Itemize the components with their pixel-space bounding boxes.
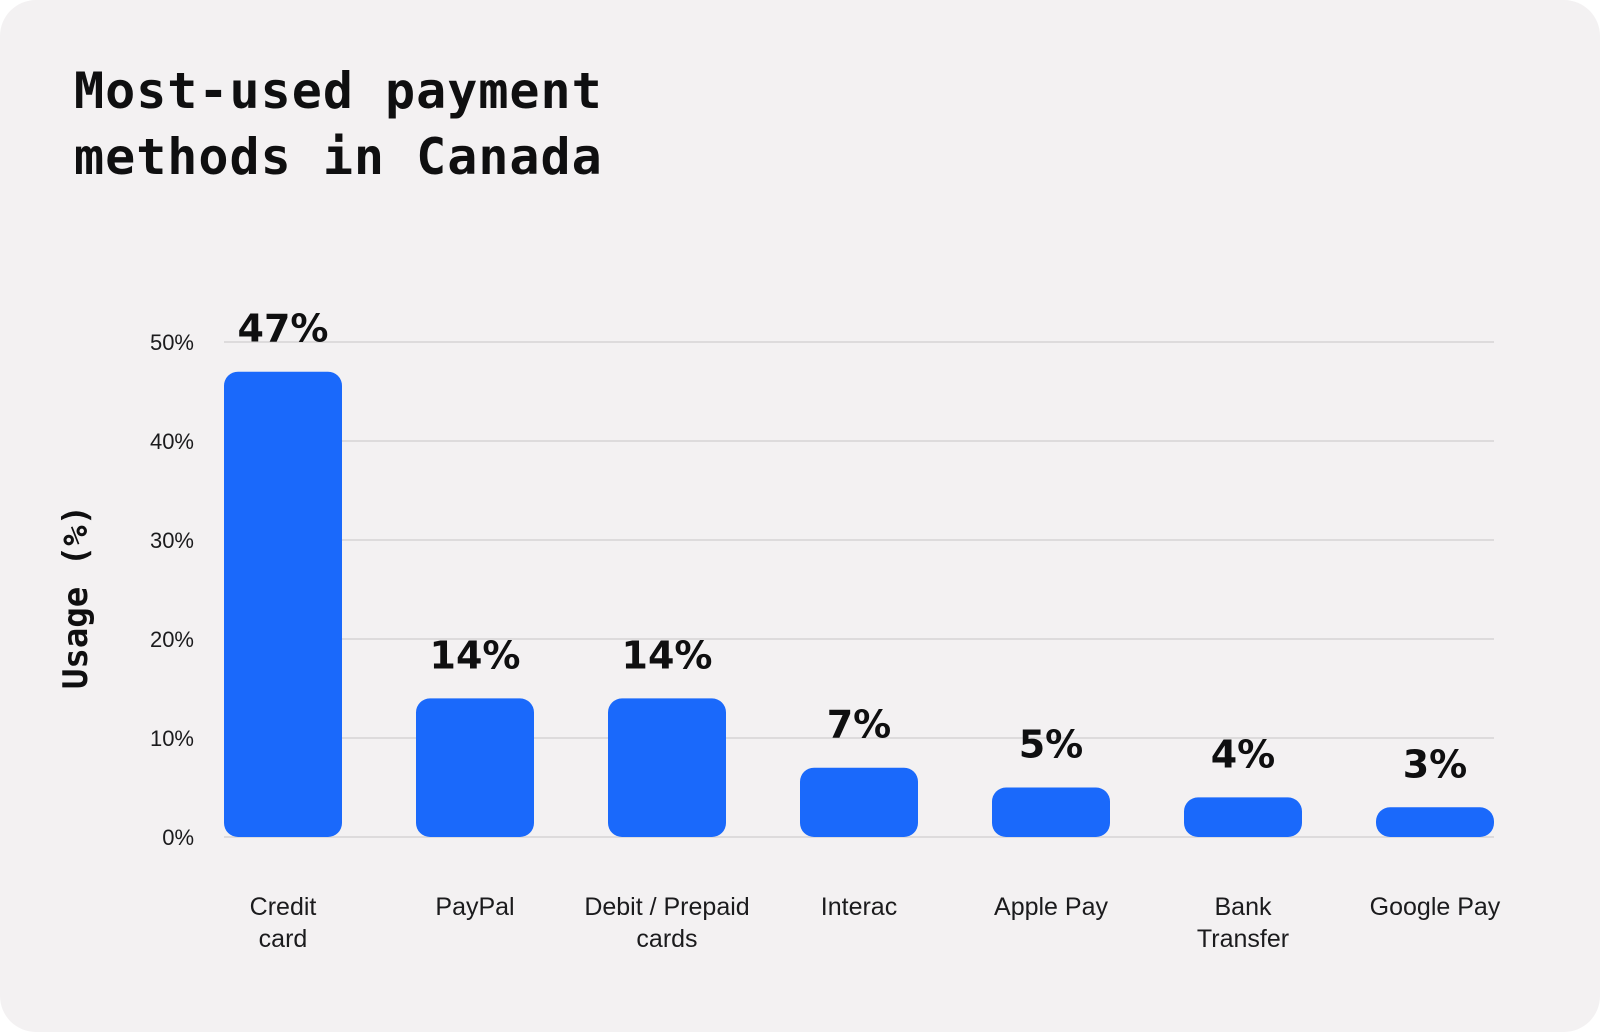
- x-tick-label: Interac: [821, 893, 897, 921]
- data-label: 7%: [827, 703, 892, 747]
- data-label: 4%: [1211, 732, 1276, 776]
- bar: [992, 787, 1110, 837]
- y-tick-label: 30%: [150, 528, 194, 553]
- chart-title-line-2: methods in Canada: [74, 128, 603, 186]
- y-tick-label: 0%: [162, 825, 194, 850]
- x-tick-label: Apple Pay: [994, 893, 1108, 921]
- bar: [1376, 807, 1494, 837]
- bar: [224, 371, 342, 837]
- x-tick-label: PayPal: [435, 893, 514, 921]
- bar: [608, 698, 726, 837]
- y-tick-label: 40%: [150, 429, 194, 454]
- y-tick-label: 50%: [150, 330, 194, 355]
- bar: [800, 767, 918, 837]
- bar: [1184, 797, 1302, 837]
- data-label: 47%: [238, 307, 329, 351]
- x-tick-label: Google Pay: [1370, 893, 1501, 921]
- x-tick-label: Bank Transfer: [1197, 893, 1289, 953]
- x-tick-label: Credit card: [250, 893, 317, 953]
- bar: [416, 698, 534, 837]
- y-tick-label: 10%: [150, 726, 194, 751]
- data-label: 3%: [1403, 742, 1468, 786]
- data-label: 14%: [430, 633, 521, 677]
- data-label: 14%: [622, 633, 713, 677]
- chart-title: Most-used payment methods in Canada: [74, 58, 603, 190]
- data-label: 5%: [1019, 723, 1084, 767]
- x-tick-label: Debit / Prepaid cards: [584, 893, 749, 953]
- chart-title-line-1: Most-used payment: [74, 62, 603, 120]
- y-tick-label: 20%: [150, 627, 194, 652]
